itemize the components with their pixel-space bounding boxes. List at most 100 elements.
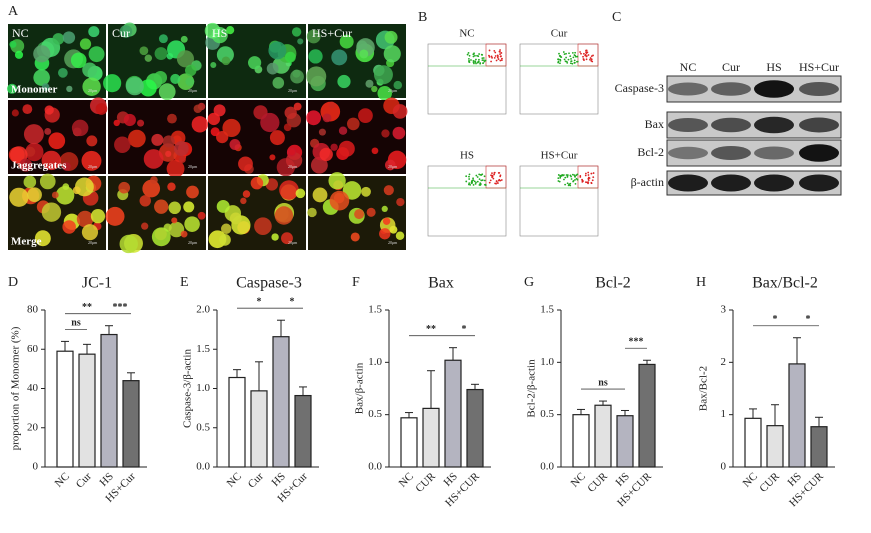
cell bbox=[295, 188, 306, 199]
cell bbox=[371, 147, 379, 155]
lane-label: Cur bbox=[722, 60, 740, 74]
blot-band bbox=[754, 80, 794, 98]
event bbox=[572, 56, 575, 59]
gate bbox=[485, 43, 507, 67]
cell bbox=[51, 191, 59, 199]
cell bbox=[123, 113, 136, 127]
event bbox=[498, 178, 501, 181]
cell bbox=[269, 130, 285, 146]
bar bbox=[766, 425, 784, 468]
gate bbox=[485, 165, 507, 189]
cell bbox=[306, 110, 322, 126]
plot-frame bbox=[427, 43, 507, 115]
event bbox=[480, 179, 483, 182]
cell bbox=[346, 117, 360, 131]
cell bbox=[186, 185, 199, 199]
scale-bar: 20μm bbox=[88, 240, 98, 245]
event bbox=[473, 52, 475, 55]
y-tick-label: 80 bbox=[27, 304, 39, 316]
event bbox=[491, 172, 493, 175]
event bbox=[467, 52, 470, 54]
event bbox=[571, 173, 574, 176]
cell bbox=[166, 159, 185, 178]
scale-bar: 20μm bbox=[388, 88, 398, 93]
plot-label: NC bbox=[459, 28, 474, 40]
event bbox=[565, 174, 568, 176]
cell bbox=[210, 127, 220, 137]
event bbox=[476, 54, 478, 57]
cell bbox=[310, 156, 328, 174]
y-tick-label: 60 bbox=[27, 343, 39, 355]
event bbox=[496, 56, 499, 59]
event bbox=[483, 183, 486, 186]
event bbox=[574, 55, 577, 58]
event bbox=[563, 178, 565, 181]
event bbox=[466, 53, 469, 56]
event bbox=[484, 59, 487, 62]
cell bbox=[9, 40, 17, 48]
cell bbox=[216, 199, 230, 213]
event bbox=[574, 178, 576, 181]
cell bbox=[306, 66, 327, 87]
event bbox=[476, 180, 479, 183]
event bbox=[590, 172, 593, 175]
event bbox=[499, 59, 502, 62]
cell bbox=[81, 150, 102, 171]
event bbox=[481, 59, 484, 62]
y-tick-label: 2 bbox=[721, 356, 727, 368]
cell bbox=[154, 199, 169, 214]
bar bbox=[228, 376, 246, 468]
cell bbox=[291, 27, 302, 37]
event bbox=[574, 51, 577, 54]
cell bbox=[128, 129, 146, 148]
bar bbox=[788, 363, 806, 468]
event bbox=[572, 180, 575, 183]
cell bbox=[25, 146, 36, 157]
y-tick-label: 0.0 bbox=[368, 461, 382, 473]
y-axis-label: Bax/β-actin bbox=[354, 362, 366, 414]
event bbox=[562, 51, 565, 53]
event bbox=[571, 62, 574, 65]
event bbox=[559, 54, 562, 57]
event bbox=[493, 49, 496, 52]
y-tick-label: 0.5 bbox=[540, 408, 554, 420]
event bbox=[476, 61, 479, 64]
bar bbox=[272, 336, 290, 468]
cell bbox=[114, 136, 131, 153]
cell bbox=[319, 147, 333, 162]
gate bbox=[577, 165, 599, 189]
x-tick-label: CUR bbox=[585, 470, 610, 495]
gate bbox=[577, 43, 599, 67]
cell bbox=[176, 50, 195, 68]
cell bbox=[290, 69, 304, 84]
protein-label: Bax bbox=[645, 117, 664, 131]
cell bbox=[392, 126, 406, 140]
cell bbox=[254, 217, 272, 235]
x-tick-label: NC bbox=[53, 470, 72, 489]
cell bbox=[381, 205, 388, 213]
event bbox=[473, 180, 476, 183]
event bbox=[582, 52, 585, 55]
event bbox=[495, 59, 498, 62]
y-tick-label: 3 bbox=[721, 304, 727, 316]
cell bbox=[62, 183, 70, 190]
significance-label: * bbox=[290, 297, 295, 308]
event bbox=[479, 62, 482, 64]
cell bbox=[238, 156, 253, 172]
cell bbox=[339, 34, 354, 49]
event bbox=[585, 58, 588, 61]
event bbox=[474, 60, 476, 63]
cell bbox=[6, 83, 18, 94]
panel-letter: F bbox=[352, 275, 360, 290]
cell bbox=[9, 187, 29, 207]
blot-band bbox=[711, 146, 751, 160]
blot-band bbox=[668, 118, 708, 132]
scale-bar: 20μm bbox=[288, 164, 298, 169]
y-axis-label: Bax/Bcl-2 bbox=[698, 366, 710, 411]
event bbox=[489, 179, 492, 182]
cell bbox=[71, 119, 89, 137]
event bbox=[582, 55, 584, 58]
lane-label: HS bbox=[766, 60, 781, 74]
cell bbox=[381, 129, 390, 138]
cell bbox=[229, 212, 242, 225]
